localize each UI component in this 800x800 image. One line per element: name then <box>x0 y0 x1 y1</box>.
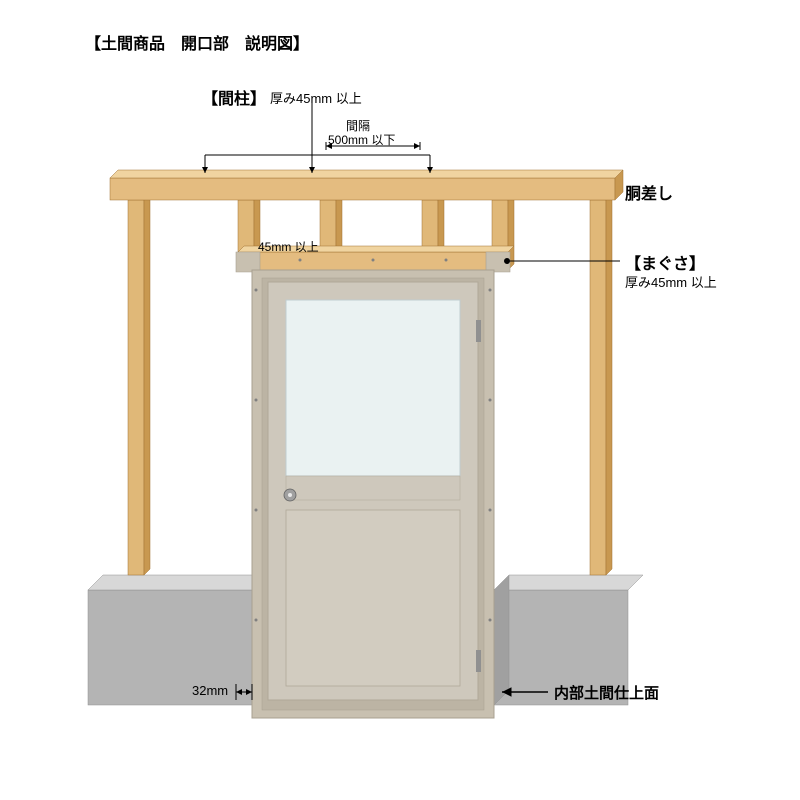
label-magusa-sub: 厚み45mm 以上 <box>625 272 717 291</box>
label-kankaku2: 500mm 以下 <box>328 131 395 148</box>
label-naibu: 内部土間仕上面 <box>554 682 659 703</box>
label-dim32: 32mm <box>192 683 228 698</box>
label-mabashira: 【間柱】 <box>202 85 266 109</box>
label-mabashira-sub: 厚み45mm 以上 <box>270 88 362 107</box>
label-dosashi: 胴差し <box>625 180 673 204</box>
label-dim45: 45mm 以上 <box>258 238 319 255</box>
label-magusa: 【まぐさ】 <box>625 250 705 274</box>
page-title: 【土間商品 開口部 説明図】 <box>85 30 309 54</box>
diagram-stage: 【土間商品 開口部 説明図】 <box>0 0 800 800</box>
diagram-svg <box>0 0 800 800</box>
